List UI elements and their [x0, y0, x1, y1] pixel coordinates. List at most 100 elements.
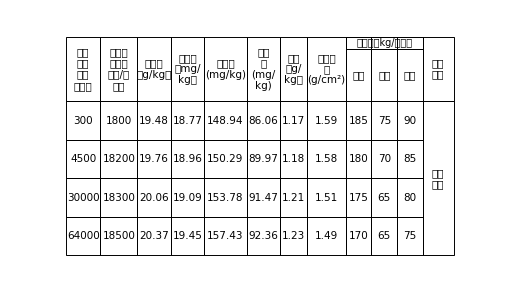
Bar	[280, 37, 307, 101]
Bar	[307, 217, 346, 255]
Bar	[247, 217, 280, 255]
Bar	[138, 101, 171, 140]
Bar	[66, 217, 100, 255]
Bar	[346, 178, 371, 217]
Text: 19.45: 19.45	[173, 231, 202, 241]
Bar	[397, 37, 423, 49]
Bar	[171, 217, 204, 255]
Bar	[346, 37, 371, 49]
Bar	[397, 101, 423, 140]
Bar	[204, 217, 247, 255]
Bar	[346, 37, 371, 49]
Bar	[66, 37, 100, 101]
Bar	[66, 178, 100, 217]
Bar	[280, 140, 307, 178]
Bar	[346, 101, 371, 140]
Text: 18500: 18500	[103, 231, 135, 241]
Text: 150.29: 150.29	[207, 154, 244, 164]
Bar	[371, 49, 397, 101]
Bar	[371, 178, 397, 217]
Bar	[138, 217, 171, 255]
Bar	[100, 140, 138, 178]
Bar	[100, 178, 138, 217]
Bar	[100, 37, 138, 101]
Bar	[66, 140, 100, 178]
Bar	[397, 49, 423, 101]
Bar	[371, 37, 397, 49]
Bar	[423, 101, 453, 255]
Text: 1.51: 1.51	[315, 193, 338, 203]
Bar	[204, 37, 247, 101]
Bar	[204, 101, 247, 140]
Bar	[371, 49, 397, 101]
Bar	[247, 37, 280, 101]
Text: 20.06: 20.06	[139, 193, 169, 203]
Bar	[346, 178, 371, 217]
Bar	[280, 101, 307, 140]
Bar	[66, 101, 100, 140]
Text: 18200: 18200	[103, 154, 135, 164]
Text: 有机质
（g/kg）: 有机质 （g/kg）	[137, 58, 172, 80]
Text: 1800: 1800	[106, 116, 132, 126]
Bar	[100, 217, 138, 255]
Text: 19.48: 19.48	[139, 116, 169, 126]
Bar	[307, 140, 346, 178]
Text: 90: 90	[403, 116, 416, 126]
Bar	[346, 140, 371, 178]
Text: 钾肥: 钾肥	[404, 70, 416, 80]
Text: 185: 185	[349, 116, 369, 126]
Text: 64000: 64000	[67, 231, 99, 241]
Bar	[66, 37, 100, 101]
Text: 氮肥: 氮肥	[353, 70, 365, 80]
Bar	[171, 37, 204, 101]
Bar	[346, 140, 371, 178]
Bar	[371, 178, 397, 217]
Bar	[138, 217, 171, 255]
Bar	[204, 140, 247, 178]
Text: 碱解
氮
(mg/
kg): 碱解 氮 (mg/ kg)	[251, 47, 276, 91]
Bar	[204, 217, 247, 255]
Bar	[100, 101, 138, 140]
Bar	[346, 49, 371, 101]
Bar	[138, 37, 171, 101]
Text: 逐步
下降: 逐步 下降	[432, 168, 445, 189]
Bar	[307, 37, 346, 101]
Bar	[346, 217, 371, 255]
Bar	[371, 101, 397, 140]
Bar	[204, 140, 247, 178]
Bar	[171, 140, 204, 178]
Bar	[346, 37, 423, 49]
Bar	[247, 140, 280, 178]
Bar	[171, 37, 204, 101]
Text: 18.77: 18.77	[173, 116, 202, 126]
Bar	[397, 178, 423, 217]
Text: 土壤
粘度: 土壤 粘度	[432, 58, 445, 80]
Bar	[171, 101, 204, 140]
Text: 170: 170	[349, 231, 369, 241]
Bar	[397, 37, 423, 49]
Bar	[171, 178, 204, 217]
Bar	[138, 37, 171, 101]
Bar	[100, 178, 138, 217]
Bar	[397, 140, 423, 178]
Bar	[371, 101, 397, 140]
Bar	[397, 140, 423, 178]
Bar	[346, 49, 371, 101]
Bar	[397, 49, 423, 101]
Bar	[371, 140, 397, 178]
Bar	[100, 140, 138, 178]
Text: 65: 65	[378, 193, 391, 203]
Bar	[346, 101, 371, 140]
Text: 20.37: 20.37	[139, 231, 169, 241]
Text: 70: 70	[378, 154, 391, 164]
Text: 153.78: 153.78	[207, 193, 244, 203]
Bar	[171, 140, 204, 178]
Bar	[307, 37, 346, 101]
Text: 300: 300	[73, 116, 93, 126]
Bar	[247, 37, 280, 101]
Bar	[307, 217, 346, 255]
Bar	[371, 217, 397, 255]
Text: 92.36: 92.36	[248, 231, 278, 241]
Bar	[307, 178, 346, 217]
Text: 1.21: 1.21	[282, 193, 305, 203]
